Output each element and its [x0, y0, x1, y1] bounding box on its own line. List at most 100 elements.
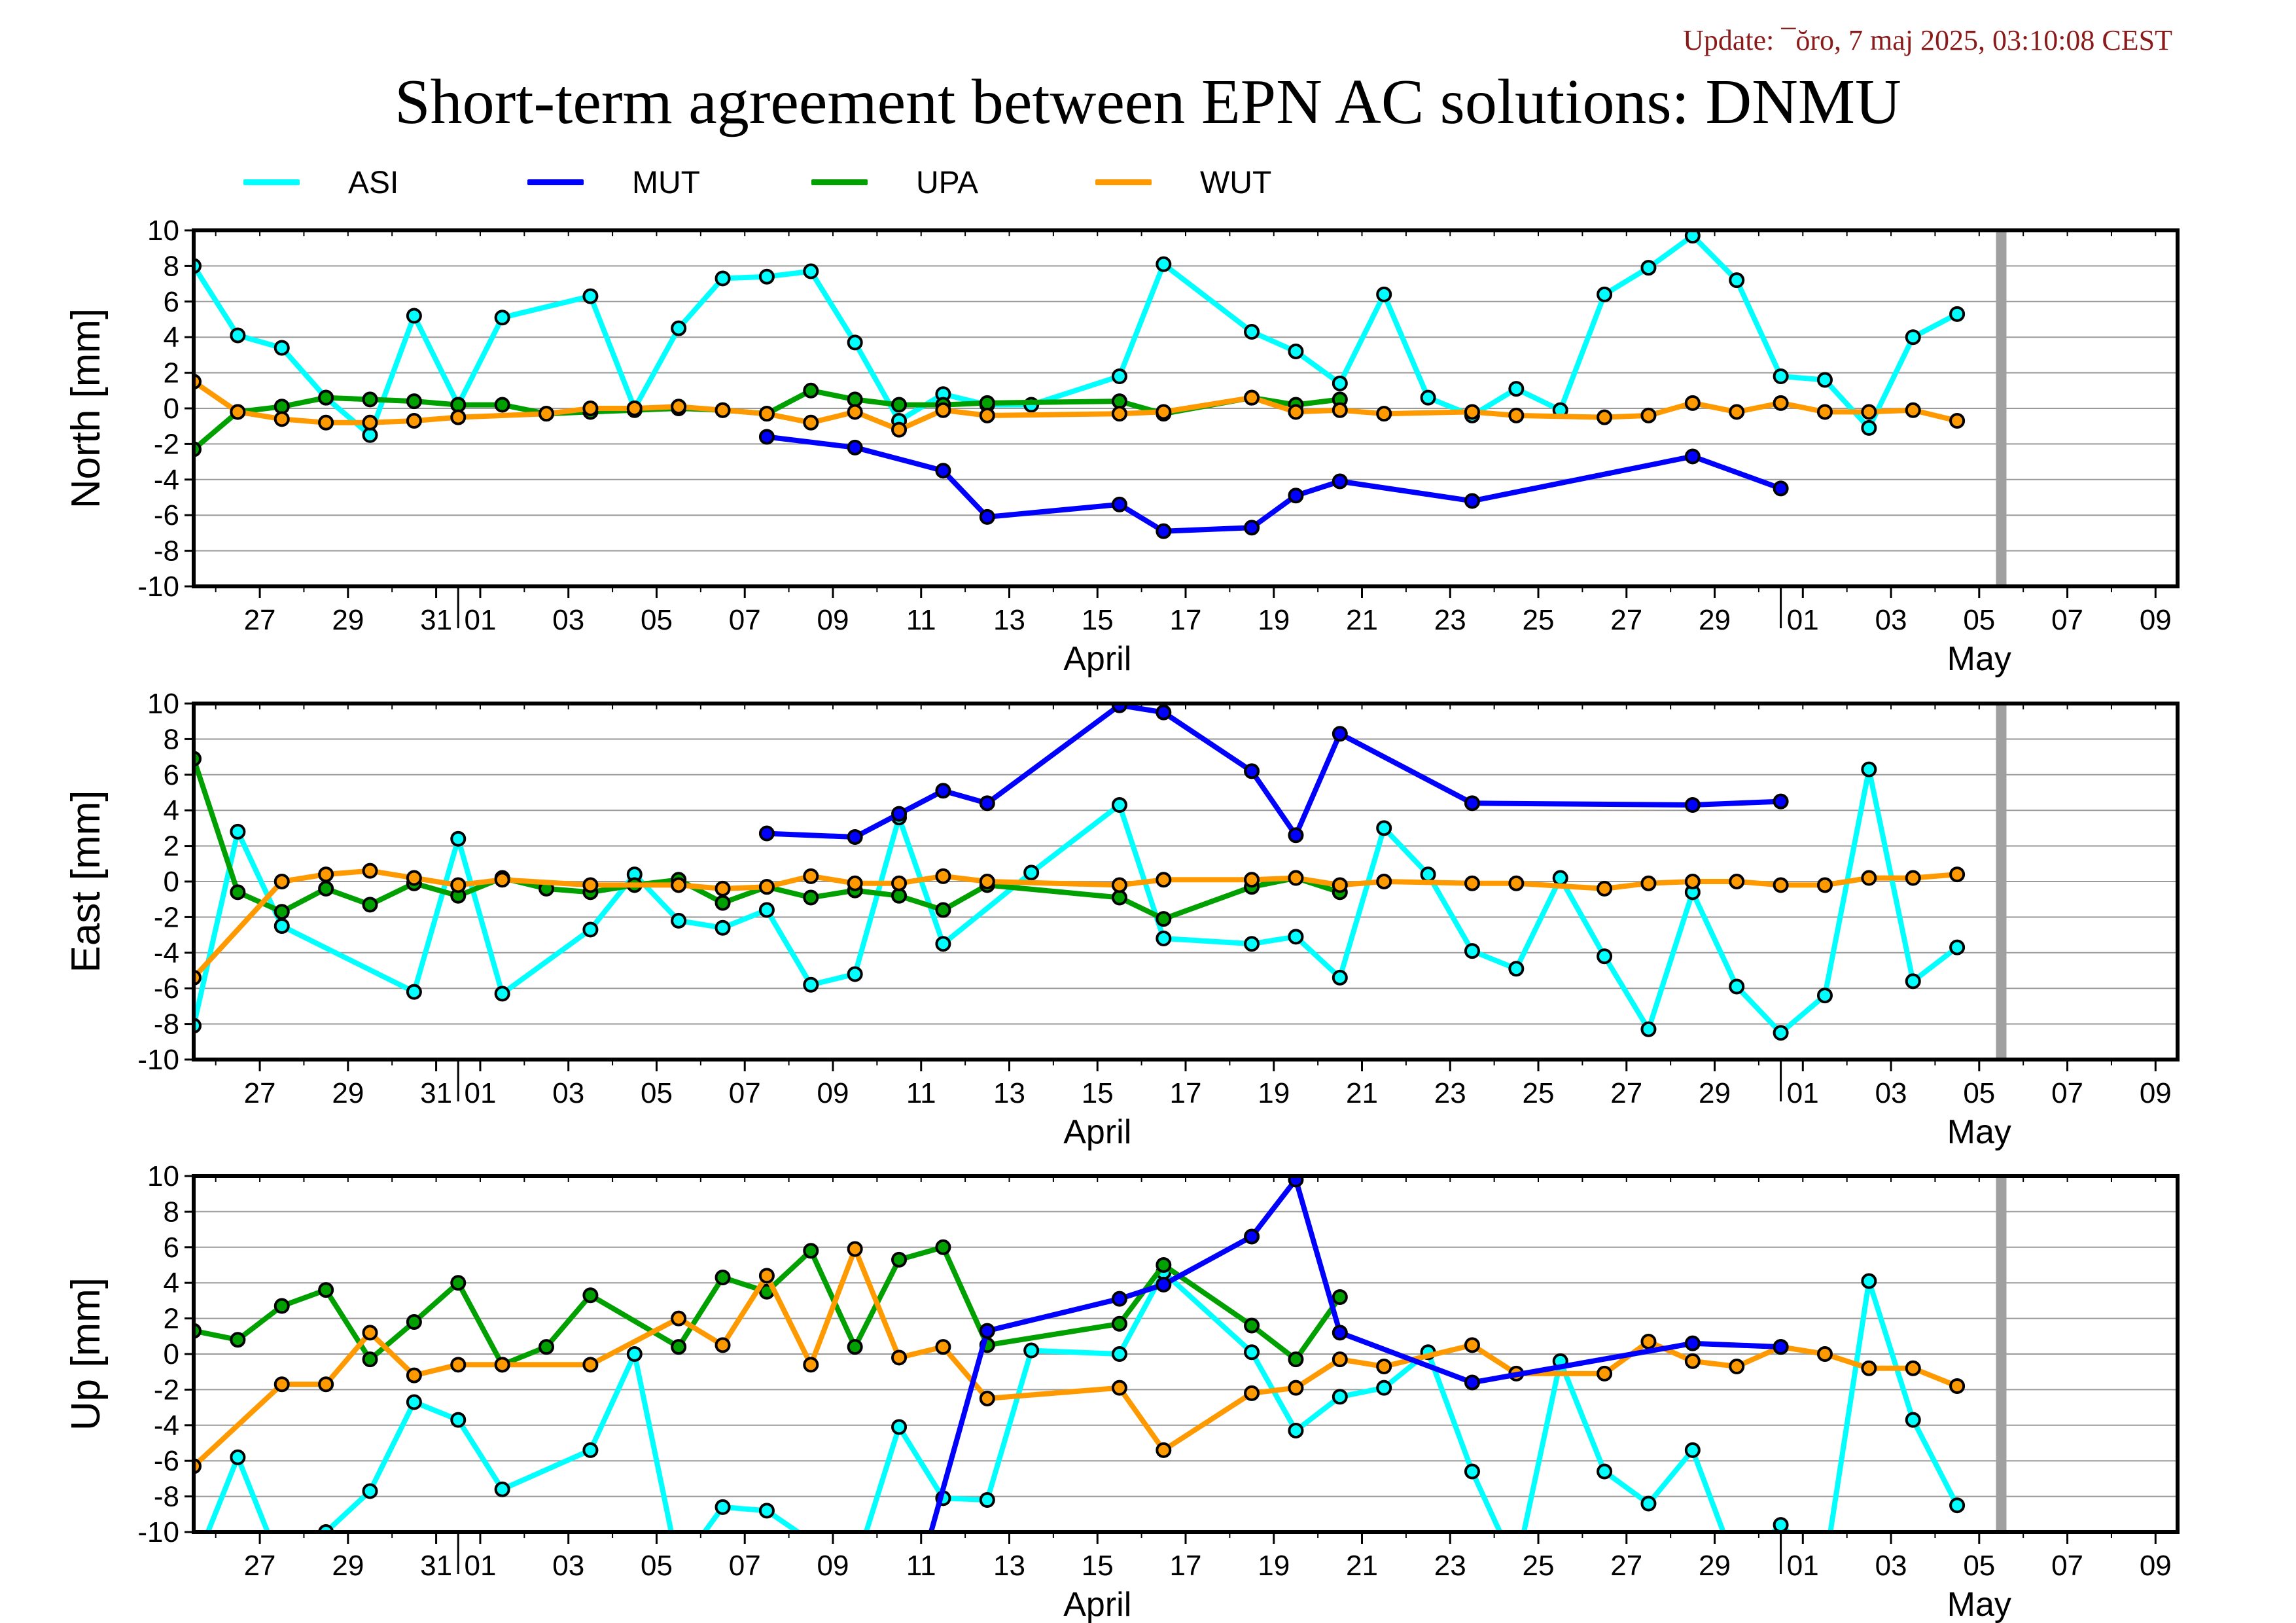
- x-tick-label: 31: [420, 1077, 452, 1109]
- x-tick-label: 05: [1963, 604, 1995, 636]
- data-point-mut: [1684, 1335, 1701, 1351]
- data-point-asi: [1640, 1021, 1657, 1037]
- data-point-wut: [406, 870, 422, 886]
- data-point-mut: [1244, 520, 1260, 536]
- data-point-wut: [1376, 874, 1392, 889]
- data-point-asi: [671, 912, 687, 929]
- x-month-label: May: [1947, 1586, 2011, 1623]
- data-point-upa: [406, 1314, 422, 1330]
- data-point-asi: [671, 320, 687, 336]
- data-point-asi: [1861, 419, 1877, 436]
- data-point-wut: [715, 402, 731, 418]
- x-month-label: May: [1947, 1113, 2011, 1151]
- y-axis-title-north: North [mm]: [63, 308, 109, 509]
- data-point-wut: [1861, 404, 1877, 420]
- data-point-asi: [1023, 865, 1040, 881]
- data-point-wut: [935, 868, 951, 884]
- data-point-upa: [671, 1339, 687, 1355]
- data-point-wut: [1111, 406, 1127, 422]
- data-point-asi: [1949, 306, 1966, 322]
- x-tick-label: 29: [332, 1077, 364, 1109]
- data-point-asi: [1420, 866, 1436, 883]
- data-point-wut: [1288, 870, 1304, 886]
- y-tick-label: 8: [164, 250, 179, 282]
- data-point-asi: [230, 1449, 246, 1465]
- y-tick-label: 10: [147, 688, 179, 720]
- data-point-wut: [1376, 1359, 1392, 1375]
- x-tick-label: 03: [552, 1550, 584, 1582]
- data-point-mut: [847, 439, 863, 455]
- series-line-asi: [205, 1269, 1960, 1532]
- data-point-wut: [1816, 1346, 1833, 1362]
- data-point-mut: [1684, 797, 1701, 813]
- data-point-asi: [1552, 870, 1568, 886]
- data-point-wut: [1684, 874, 1701, 889]
- x-tick-label: 01: [464, 604, 496, 636]
- data-point-mut: [935, 783, 951, 799]
- x-tick-label: 13: [993, 1550, 1025, 1582]
- data-point-wut: [362, 414, 378, 431]
- x-tick-label: 05: [1963, 1077, 1995, 1109]
- x-tick-label: 17: [1170, 1077, 1202, 1109]
- data-point-asi: [891, 1419, 908, 1435]
- y-tick-label: -10: [137, 1516, 179, 1548]
- x-month-label: April: [1063, 640, 1131, 678]
- data-point-wut: [1156, 1442, 1172, 1458]
- data-point-asi: [230, 327, 246, 344]
- x-tick-label: 03: [1875, 1550, 1907, 1582]
- data-point-asi: [582, 288, 599, 304]
- data-point-asi: [1773, 1517, 1789, 1532]
- data-point-asi: [1111, 1346, 1127, 1362]
- data-point-wut: [1905, 1360, 1921, 1376]
- data-point-wut: [318, 866, 334, 883]
- series-mut-north: [758, 429, 1789, 539]
- data-point-upa: [1111, 889, 1127, 906]
- y-tick-label: 4: [164, 1267, 179, 1299]
- data-point-wut: [671, 877, 687, 893]
- data-point-wut: [671, 399, 687, 415]
- data-point-asi: [847, 334, 863, 351]
- plot-frame-east: [192, 702, 2180, 1061]
- data-point-wut: [1508, 407, 1525, 423]
- data-point-asi: [1464, 1463, 1480, 1480]
- y-tick-label: 8: [164, 1196, 179, 1228]
- data-point-asi: [1508, 381, 1525, 397]
- data-point-wut: [1729, 1359, 1745, 1375]
- y-tick-label: 10: [147, 215, 179, 247]
- data-point-wut: [979, 407, 995, 423]
- data-point-asi: [847, 966, 863, 982]
- data-point-wut: [758, 1268, 775, 1284]
- data-point-mut: [1332, 473, 1348, 490]
- data-point-wut: [1684, 1353, 1701, 1369]
- x-tick-label: 11: [906, 604, 936, 636]
- data-point-upa: [318, 880, 334, 897]
- data-point-wut: [1640, 875, 1657, 891]
- data-point-wut: [715, 1337, 731, 1353]
- x-tick-label: 07: [729, 1550, 761, 1582]
- data-point-mut: [1773, 1339, 1789, 1355]
- data-point-upa: [847, 391, 863, 408]
- x-tick-label: 29: [1699, 604, 1731, 636]
- data-point-wut: [1684, 395, 1701, 411]
- data-point-wut: [274, 1376, 290, 1393]
- x-tick-label: 23: [1434, 604, 1466, 636]
- data-point-asi: [1288, 343, 1304, 359]
- data-point-wut: [1949, 1378, 1966, 1394]
- y-tick-label: -4: [154, 1410, 179, 1442]
- x-tick-label: 27: [244, 1077, 276, 1109]
- data-point-mut: [1684, 448, 1701, 465]
- data-point-asi: [715, 270, 731, 287]
- y-tick-label: -2: [154, 901, 179, 933]
- x-tick-label: 27: [1610, 604, 1642, 636]
- y-axis-title-up: Up [mm]: [63, 1277, 109, 1431]
- y-tick-label: 0: [164, 1338, 179, 1370]
- data-point-upa: [539, 1339, 555, 1355]
- series-line-mut: [928, 1177, 1781, 1532]
- data-point-mut: [1288, 1176, 1304, 1188]
- data-point-asi: [979, 1492, 995, 1508]
- plot-frame-up: [192, 1174, 2180, 1534]
- data-point-asi: [1729, 978, 1745, 995]
- data-point-upa: [318, 1282, 334, 1298]
- data-point-wut: [891, 421, 908, 438]
- x-tick-label: 05: [641, 604, 673, 636]
